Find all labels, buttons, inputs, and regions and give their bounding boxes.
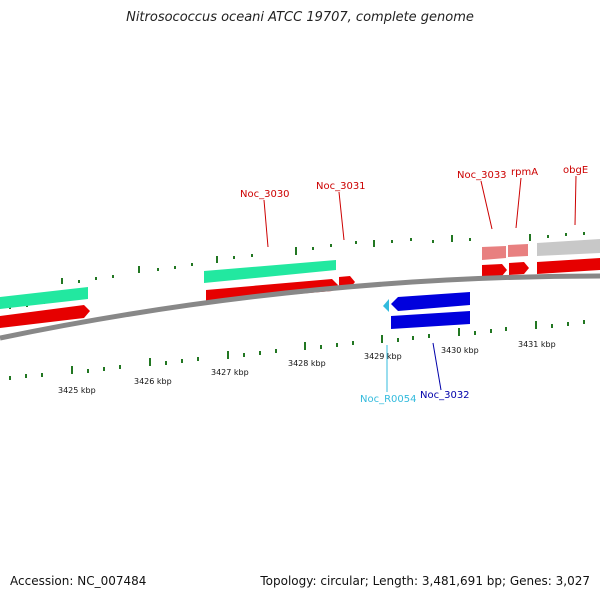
lower-tick-row bbox=[9, 320, 585, 380]
gene-label-noc-r0054[interactable]: Noc_R0054 bbox=[360, 394, 417, 405]
label-leaders bbox=[263, 175, 577, 392]
gene-noc-r0054[interactable] bbox=[383, 299, 389, 312]
kbp-label: 3426 kbp bbox=[134, 377, 172, 386]
gene-label-noc3031[interactable]: Noc_3031 bbox=[316, 181, 366, 192]
gene-red-left[interactable] bbox=[0, 305, 90, 328]
map-title: Nitrosococcus oceani ATCC 19707, complet… bbox=[126, 10, 474, 25]
gene-noc3032-upper[interactable] bbox=[391, 292, 470, 311]
genome-backbone bbox=[0, 273, 600, 341]
gene-pale-noc3033[interactable] bbox=[482, 246, 506, 260]
gene-pale-rpma[interactable] bbox=[508, 244, 528, 257]
kbp-label: 3429 kbp bbox=[364, 352, 402, 361]
gene-labels: Noc_3030 Noc_3031 Noc_3033 rpmA obgE Noc… bbox=[240, 165, 588, 405]
accession-text: Accession: NC_007484 bbox=[10, 574, 147, 588]
kbp-label: 3427 kbp bbox=[211, 368, 249, 377]
kbp-label: 3431 kbp bbox=[518, 340, 556, 349]
gene-green-left[interactable] bbox=[0, 287, 88, 309]
gene-red-noc3033-strand[interactable] bbox=[482, 264, 507, 277]
gene-noc3032-lower[interactable] bbox=[391, 311, 470, 329]
gene-label-noc3030[interactable]: Noc_3030 bbox=[240, 189, 290, 200]
kbp-labels: 3425 kbp 3426 kbp 3427 kbp 3428 kbp 3429… bbox=[58, 340, 556, 395]
kbp-label: 3430 kbp bbox=[441, 346, 479, 355]
gene-green-mid[interactable] bbox=[204, 260, 336, 283]
genome-summary-text: Topology: circular; Length: 3,481,691 bp… bbox=[260, 574, 590, 588]
gene-label-rpma[interactable]: rpmA bbox=[511, 167, 538, 178]
gene-red-obge-strand[interactable] bbox=[537, 258, 600, 274]
kbp-label: 3425 kbp bbox=[58, 386, 96, 395]
gene-grey-obge[interactable] bbox=[537, 239, 600, 256]
gene-label-obge[interactable]: obgE bbox=[563, 165, 588, 176]
gene-red-rpma-strand[interactable] bbox=[509, 262, 529, 275]
upper-tick-row bbox=[9, 232, 585, 309]
forward-genes bbox=[0, 239, 600, 328]
reverse-genes bbox=[383, 292, 470, 329]
kbp-label: 3428 kbp bbox=[288, 359, 326, 368]
gene-label-noc3032[interactable]: Noc_3032 bbox=[420, 390, 470, 401]
gene-label-noc3033[interactable]: Noc_3033 bbox=[457, 170, 507, 181]
